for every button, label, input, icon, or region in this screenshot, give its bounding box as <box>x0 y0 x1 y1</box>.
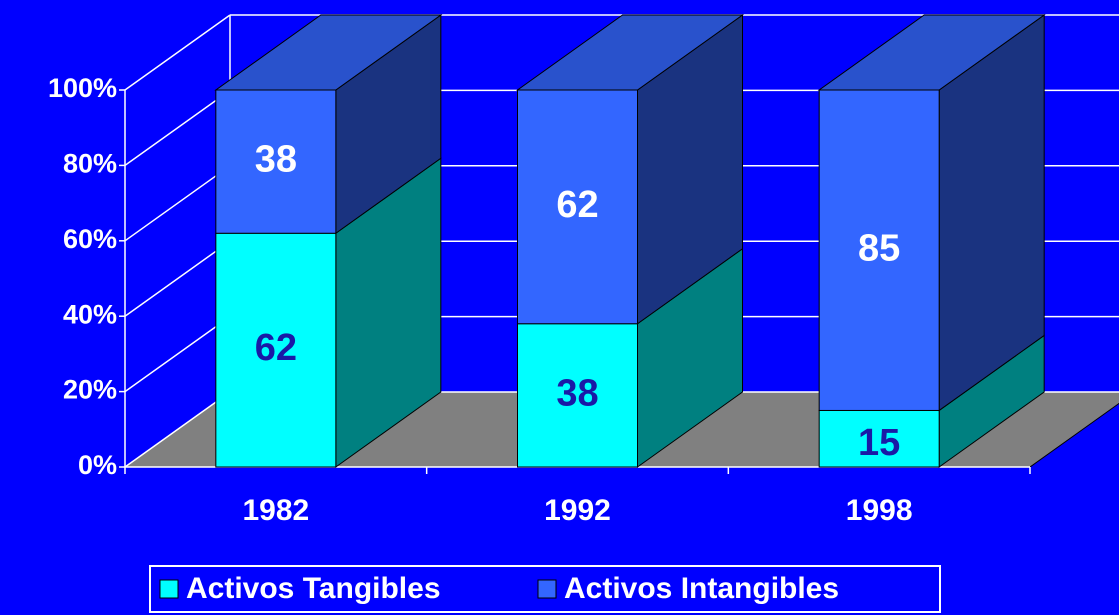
legend-marker <box>537 579 557 599</box>
x-tick-label: 1998 <box>846 494 913 527</box>
data-label: 15 <box>858 422 900 464</box>
legend-box <box>149 565 941 613</box>
y-tick-label: 40% <box>63 299 117 329</box>
y-tick-label: 0% <box>78 450 117 480</box>
grid-line <box>124 315 231 393</box>
bar-top <box>214 14 443 91</box>
y-tick-label: 60% <box>63 224 117 254</box>
bar <box>517 89 638 325</box>
grid-line <box>124 14 231 91</box>
legend-label: Activos Tangibles <box>186 572 441 605</box>
data-label: 85 <box>858 227 900 269</box>
x-tick-label: 1982 <box>242 494 309 527</box>
grid-line <box>124 240 231 317</box>
bar-top <box>817 14 1046 91</box>
y-tick-label: 20% <box>63 375 117 405</box>
bar <box>818 409 940 468</box>
legend-marker <box>159 579 179 599</box>
grid-line <box>124 89 231 167</box>
x-tick-label: 1992 <box>544 494 611 527</box>
bar <box>517 323 638 468</box>
bar-top <box>515 14 745 91</box>
bar <box>215 232 337 468</box>
bar <box>215 89 337 234</box>
y-tick-label: 100% <box>48 73 117 103</box>
grid-line <box>124 391 231 468</box>
data-label: 62 <box>255 327 297 369</box>
y-tick-label: 80% <box>63 149 117 179</box>
bar <box>818 89 940 411</box>
data-label: 38 <box>255 139 297 181</box>
legend-label: Activos Intangibles <box>564 572 839 605</box>
data-label: 38 <box>556 372 598 414</box>
grid-line <box>124 165 231 242</box>
data-label: 62 <box>556 184 598 226</box>
